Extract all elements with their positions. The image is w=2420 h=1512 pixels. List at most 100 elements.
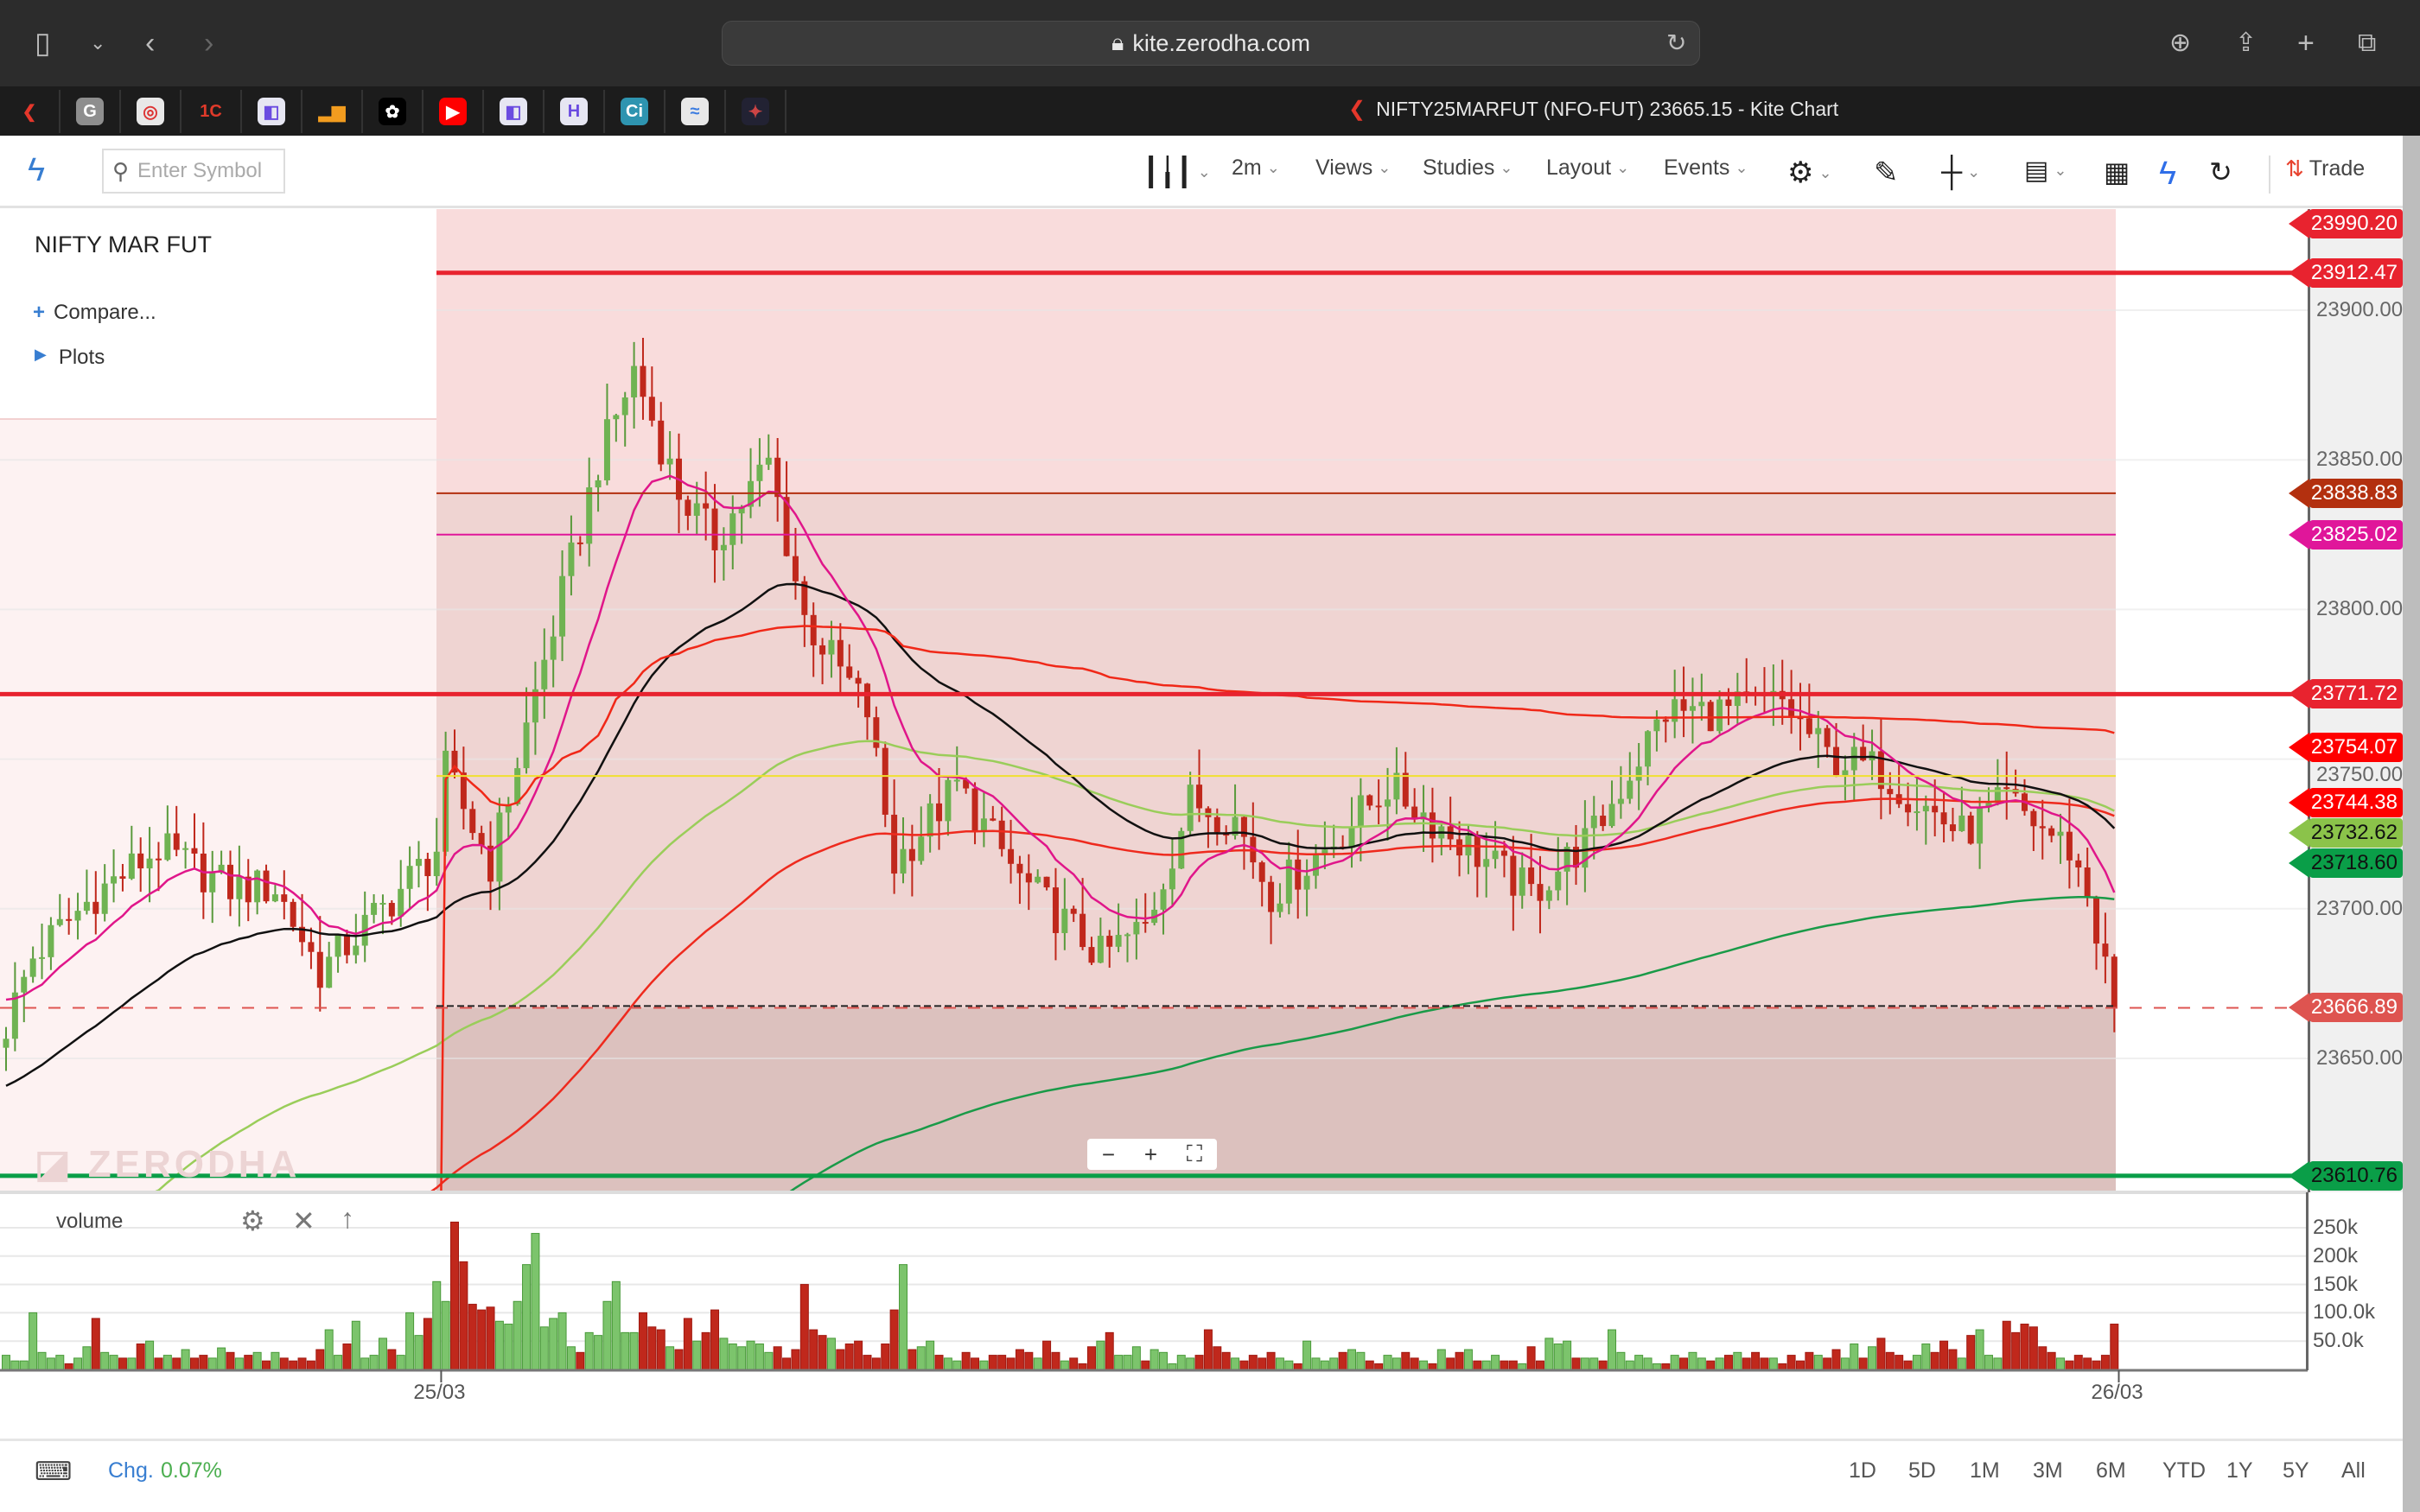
candle-body	[603, 419, 610, 480]
volume-bar	[19, 1360, 29, 1370]
chevron-down-icon: ⌄	[2054, 162, 2067, 179]
download-icon[interactable]: ⊕	[2169, 29, 2192, 57]
compare-button[interactable]: + Compare...	[33, 301, 156, 325]
candle-body	[1672, 699, 1678, 722]
price-label: 23610.76	[2289, 1160, 2403, 1191]
bookmark-google[interactable]: G	[60, 90, 121, 133]
refresh-button[interactable]: ↻	[2209, 156, 2232, 188]
bottom-bar	[0, 1439, 2403, 1512]
candle-body	[882, 747, 888, 815]
candle-body	[146, 858, 153, 869]
candle-body	[1824, 727, 1831, 747]
lightning-button[interactable]: ϟ	[2159, 156, 2176, 193]
scrollbar[interactable]	[2403, 136, 2420, 1512]
price-label: 23912.47	[2289, 257, 2403, 288]
interval-dropdown[interactable]: 2m ⌄	[1232, 156, 1280, 181]
range-1y[interactable]: 1Y	[2226, 1458, 2253, 1483]
candle-body	[1788, 699, 1795, 718]
candle-body	[271, 894, 278, 902]
studies-dropdown[interactable]: Studies ⌄	[1423, 156, 1512, 181]
address-bar[interactable]: 🔒︎ kite.zerodha.com	[722, 21, 1700, 66]
share-icon[interactable]: ⇪	[2235, 29, 2258, 57]
range-ytd[interactable]: YTD	[2162, 1458, 2206, 1483]
bookmark-swing[interactable]: ◎	[121, 90, 182, 133]
candle-body	[648, 397, 655, 421]
lightning-icon: ϟ	[2159, 156, 2177, 192]
volume-bar	[666, 1346, 675, 1370]
tabs-overview-icon[interactable]: ⧉	[2358, 29, 2377, 57]
crosshair-button[interactable]: ┼ ⌄	[1941, 156, 1980, 189]
volume-bar	[576, 1351, 585, 1370]
views-dropdown[interactable]: Views ⌄	[1315, 156, 1391, 181]
y-tick-label: 23850.00	[2316, 448, 2404, 472]
trade-button[interactable]: ⇅ Trade	[2285, 156, 2365, 182]
draw-button[interactable]: ✎	[1874, 156, 1899, 190]
bookmark-app-purple[interactable]: ◧	[242, 90, 302, 133]
bookmark-openai[interactable]: ✿	[363, 90, 424, 133]
candle-body	[810, 614, 817, 645]
bookmark-game[interactable]: ✦	[726, 90, 786, 133]
bookmark-kite[interactable]: ❮	[0, 90, 60, 133]
fullscreen-icon[interactable]: ⛶	[1186, 1140, 1203, 1166]
volume-bar	[1535, 1360, 1544, 1370]
range-6m[interactable]: 6M	[2096, 1458, 2126, 1483]
candle-body	[918, 836, 925, 861]
events-dropdown[interactable]: Events ⌄	[1664, 156, 1748, 181]
bookmark-analytics[interactable]: ▂▆	[302, 90, 363, 133]
candle-body	[469, 809, 476, 834]
layout-dropdown[interactable]: Layout ⌄	[1546, 156, 1629, 181]
bookmark-youtube[interactable]: ▶	[424, 90, 484, 133]
candle-body	[1385, 799, 1392, 807]
volume-bar	[1024, 1351, 1034, 1370]
chevron-down-icon[interactable]: ⌄	[90, 32, 106, 54]
range-1d[interactable]: 1D	[1849, 1458, 1876, 1483]
candlestick-icon: ┃╽┃	[1143, 156, 1193, 187]
volume-close-icon[interactable]: ✕	[292, 1205, 315, 1236]
candle-body	[137, 853, 144, 869]
bookmark-app-purple-2[interactable]: ◧	[484, 90, 544, 133]
zoom-out-button[interactable]: −	[1101, 1140, 1116, 1167]
bookmark-h-app[interactable]: H	[544, 90, 605, 133]
new-tab-icon[interactable]: +	[2297, 27, 2315, 60]
candle-body	[640, 365, 646, 397]
volume-bar	[244, 1355, 253, 1370]
reload-icon[interactable]: ↻	[1666, 29, 1687, 56]
candle-body	[908, 848, 915, 861]
lightning-icon[interactable]: ϟ	[28, 152, 46, 188]
keyboard-icon[interactable]: ⌨	[35, 1458, 73, 1486]
volume-bar	[1410, 1357, 1419, 1370]
candle-body	[1815, 727, 1822, 734]
comment-button[interactable]: ▤ ⌄	[2024, 156, 2067, 186]
settings-button[interactable]: ⚙ ⌄	[1787, 156, 1832, 190]
plots-toggle[interactable]: ▶ Plots	[35, 346, 105, 370]
zerodha-watermark: ◪ ZERODHA	[35, 1143, 301, 1185]
bookmark-ci[interactable]: Ci	[605, 90, 666, 133]
range-all[interactable]: All	[2341, 1458, 2366, 1483]
volume-bar	[674, 1349, 684, 1370]
back-icon[interactable]: ‹	[145, 27, 156, 60]
forward-icon[interactable]: ›	[204, 27, 214, 60]
symbol-search-input[interactable]: ⚲ Enter Symbol	[102, 149, 285, 194]
range-5y[interactable]: 5Y	[2283, 1458, 2309, 1483]
range-5d[interactable]: 5D	[1908, 1458, 1936, 1483]
volume-settings-gear-icon[interactable]: ⚙	[240, 1205, 265, 1236]
chart-type-button[interactable]: ┃╽┃ ⌄	[1143, 156, 1211, 188]
comment-icon: ▤	[2024, 156, 2049, 185]
volume-move-up-icon[interactable]: ↑	[341, 1203, 354, 1234]
volume-tick-label: 50.0k	[2313, 1329, 2364, 1353]
bookmark-wave[interactable]: ≈	[666, 90, 726, 133]
range-3m[interactable]: 3M	[2033, 1458, 2063, 1483]
sidebar-toggle-icon[interactable]: ▯	[35, 27, 51, 60]
volume-bar	[450, 1221, 459, 1370]
candle-body	[1429, 812, 1436, 839]
list-button[interactable]: ▦	[2104, 156, 2130, 188]
range-1m[interactable]: 1M	[1970, 1458, 2000, 1483]
ema-200-line	[789, 896, 2115, 1191]
active-tab[interactable]: ❮ NIFTY25MARFUT (NFO-FUT) 23665.15 - Kite…	[1348, 97, 1838, 122]
volume-bar	[297, 1357, 307, 1370]
zoom-in-button[interactable]: +	[1143, 1140, 1158, 1167]
candle-body	[621, 397, 628, 416]
volume-bar	[647, 1326, 657, 1370]
bookmark-1c[interactable]: 1C	[182, 90, 242, 133]
